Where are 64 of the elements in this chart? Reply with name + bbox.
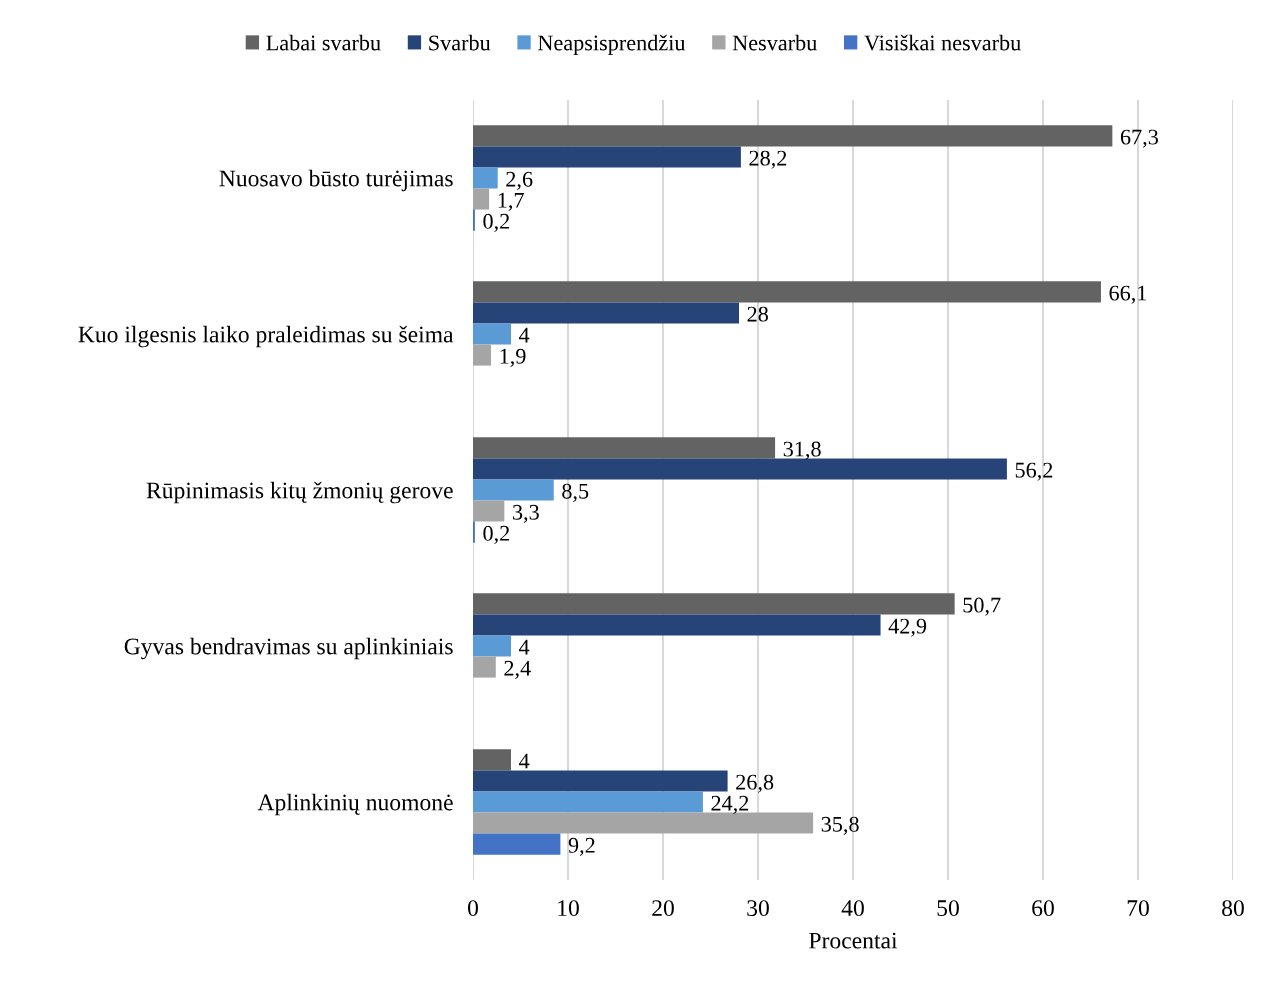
- data-label: 9,2: [568, 837, 595, 856]
- bar: [473, 812, 814, 834]
- bar: [473, 635, 511, 657]
- data-label: 35,8: [821, 816, 859, 835]
- data-label: 1,9: [500, 348, 526, 367]
- bar: [473, 593, 955, 615]
- data-label: 31,8: [783, 441, 821, 460]
- x-tick-label: 40: [841, 900, 864, 917]
- data-label: 3,3: [513, 504, 539, 523]
- legend-label: Nesvarbu: [732, 34, 817, 51]
- y-tick-label: Nuosavo būsto turėjimas: [219, 169, 453, 192]
- data-label: 2,4: [504, 660, 531, 679]
- data-label: 26,8: [736, 774, 774, 793]
- y-tick-label: Gyvas bendravimas su aplinkiniais: [124, 637, 453, 660]
- bar: [473, 791, 703, 813]
- bar: [473, 125, 1113, 147]
- x-tick-label: 70: [1127, 900, 1149, 917]
- bar: [473, 323, 511, 345]
- x-tick-label: 0: [468, 900, 478, 917]
- legend-label: Visiškai nesvarbu: [864, 34, 1021, 51]
- data-label: 2,6: [506, 171, 533, 190]
- data-label: 66,1: [1109, 285, 1147, 304]
- data-label: 24,2: [711, 795, 749, 814]
- data-label: 4: [519, 327, 530, 343]
- bar: [473, 749, 511, 771]
- bar: [473, 479, 554, 501]
- bar: [473, 188, 490, 210]
- x-tick-label: 30: [747, 900, 769, 917]
- x-tick-label: 60: [1032, 900, 1054, 917]
- data-label: 4: [519, 753, 530, 769]
- bar: [473, 437, 776, 459]
- bar: [473, 656, 496, 678]
- y-tick-label: Rūpinimasis kitų žmonių gerove: [146, 481, 453, 504]
- data-label: 67,3: [1120, 129, 1158, 148]
- data-label: 28,2: [749, 150, 787, 169]
- legend-label: Svarbu: [429, 34, 491, 51]
- bar: [473, 770, 728, 792]
- data-label: 4: [519, 639, 530, 655]
- bar: [473, 500, 505, 522]
- data-label: 8,5: [562, 483, 589, 502]
- bar: [473, 146, 741, 168]
- data-label: 1,7: [498, 192, 524, 211]
- bar: [473, 281, 1101, 303]
- y-tick-label: Aplinkinių nuomonė: [257, 793, 453, 816]
- data-label: 42,9: [888, 618, 927, 637]
- bar: [473, 302, 739, 324]
- data-label: 0,2: [483, 525, 510, 544]
- data-label: 50,7: [963, 597, 1001, 616]
- data-label: 56,2: [1015, 462, 1053, 481]
- legend-label: Neapsisprendžiu: [538, 34, 686, 55]
- legend-label: Labai svarbu: [266, 34, 381, 51]
- x-tick-label: 80: [1222, 900, 1244, 917]
- x-tick-label: 10: [558, 900, 579, 917]
- bar: [473, 614, 881, 636]
- x-axis-title: Procentai: [809, 932, 898, 949]
- y-tick-label: Kuo ilgesnis laiko praleidimas su šeima: [78, 325, 454, 348]
- bar: [473, 833, 561, 855]
- x-tick-label: 20: [652, 900, 674, 917]
- bar: [473, 344, 492, 366]
- bar: [473, 167, 498, 189]
- data-label: 0,2: [483, 213, 510, 232]
- data-label: 28: [747, 306, 768, 322]
- x-tick-label: 50: [937, 900, 959, 917]
- bar: [473, 458, 1007, 480]
